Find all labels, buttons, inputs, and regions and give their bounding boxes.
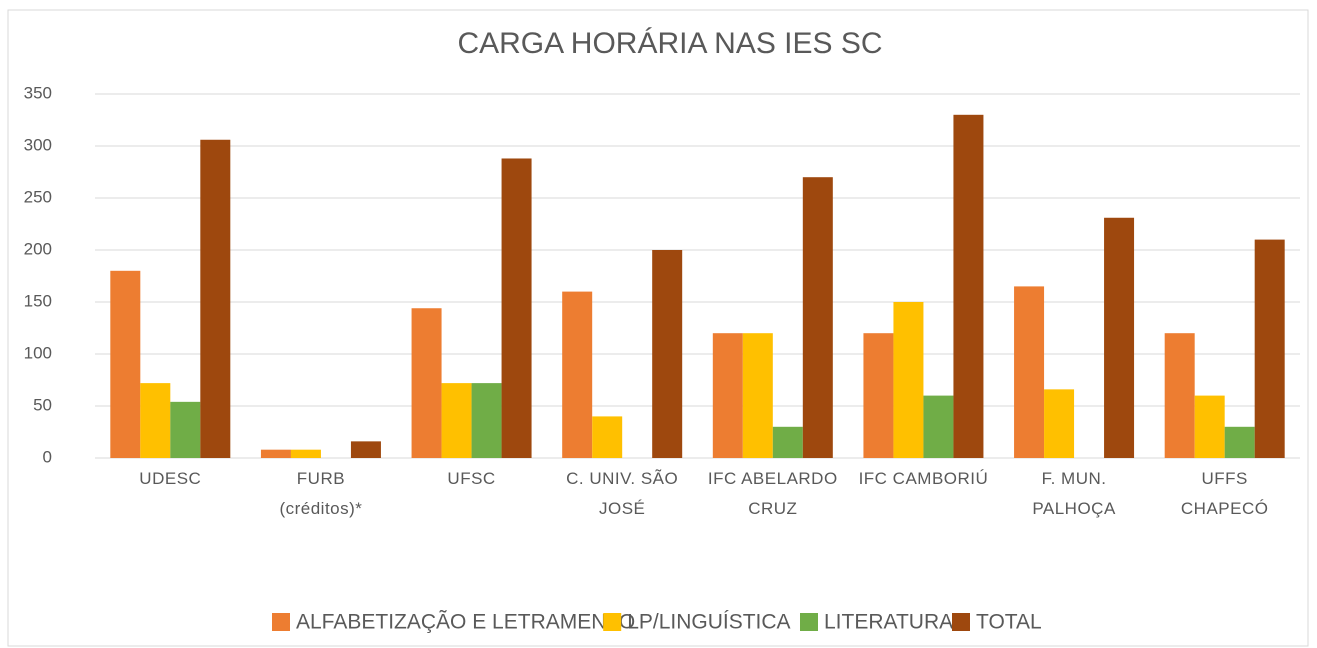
y-tick-label: 300: [24, 135, 52, 154]
bar: [923, 395, 954, 458]
legend-label: TOTAL: [976, 611, 1042, 634]
bar: [260, 449, 291, 458]
x-tick-label: IFC CAMBORIÚ: [858, 469, 989, 488]
bar: [1254, 239, 1285, 458]
bar: [110, 270, 141, 458]
x-tick-label: UFFS CHAPECÓ: [1180, 469, 1269, 518]
x-tick-label: F. MUN. PALHOÇA: [1032, 469, 1116, 518]
x-tick-label: C. UNIV. SÃO JOSÉ: [566, 469, 679, 518]
bar: [441, 383, 472, 458]
bar: [772, 426, 803, 458]
chart-border: [7, 9, 1309, 647]
legend-label: LP/LINGUÍSTICA: [627, 611, 790, 634]
bar: [350, 441, 381, 458]
legend-swatch: [800, 613, 818, 631]
bar: [501, 158, 532, 459]
bar: [1164, 333, 1195, 458]
y-tick-label: 200: [24, 239, 52, 258]
bar: [140, 383, 171, 458]
x-tick-label: UDESC: [139, 469, 202, 488]
bar: [1194, 395, 1225, 458]
bar: [863, 333, 894, 458]
legend-swatch: [952, 613, 970, 631]
x-tick-label: IFC ABELARDO CRUZ: [707, 469, 838, 518]
bar: [592, 416, 623, 458]
bar: [652, 250, 683, 458]
bar: [1014, 286, 1045, 458]
y-tick-label: 350: [24, 83, 52, 102]
y-tick-label: 150: [24, 291, 52, 310]
legend-label: LITERATURA: [824, 611, 953, 634]
bar: [200, 139, 231, 458]
bar: [1104, 217, 1135, 458]
legend-swatch: [272, 613, 290, 631]
x-tick-label: UFSC: [447, 469, 496, 488]
chart-title: CARGA HORÁRIA NAS IES SC: [457, 27, 882, 60]
bar: [742, 333, 773, 458]
bar: [290, 449, 321, 458]
bar: [471, 383, 502, 458]
y-tick-label: 0: [43, 447, 52, 466]
bar: [802, 177, 833, 458]
bar: [1224, 426, 1255, 458]
bar: [893, 302, 924, 458]
bar: [712, 333, 743, 458]
y-tick-label: 250: [24, 187, 52, 206]
y-tick-label: 50: [33, 395, 52, 414]
y-tick-label: 100: [24, 343, 52, 362]
bar: [170, 401, 201, 458]
bar: [1044, 389, 1075, 458]
bar: [562, 291, 593, 458]
legend-swatch: [603, 613, 622, 631]
bar: [411, 308, 442, 458]
legend-label: ALFABETIZAÇÃO E LETRAMENTO: [296, 610, 635, 634]
x-tick-label: FURB (créditos)*: [279, 469, 363, 518]
bar: [953, 114, 984, 459]
